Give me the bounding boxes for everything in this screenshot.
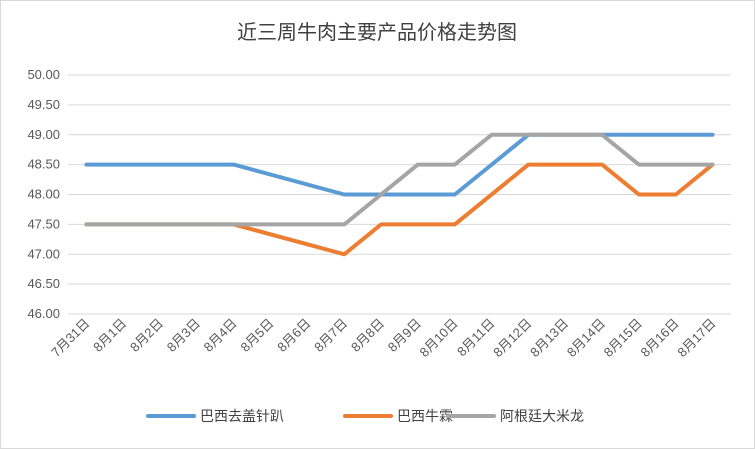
y-tick-label: 48.50 — [27, 157, 60, 172]
x-tick-label: 8月3日 — [164, 316, 203, 355]
x-tick-label: 8月6日 — [274, 316, 313, 355]
legend-label: 巴西牛霖 — [397, 409, 453, 425]
x-tick-label: 8月13日 — [527, 316, 571, 360]
y-tick-label: 49.50 — [27, 97, 60, 112]
x-tick-label: 8月4日 — [201, 316, 240, 355]
series-line — [84, 132, 715, 197]
y-tick-label: 46.00 — [27, 306, 60, 321]
series-lines — [84, 132, 715, 257]
x-tick-label: 8月10日 — [417, 316, 461, 360]
y-tick-label: 46.50 — [27, 276, 60, 291]
x-tick-label: 8月16日 — [638, 316, 682, 360]
legend-label: 巴西去盖针趴 — [200, 409, 284, 425]
x-tick-label: 8月15日 — [601, 316, 645, 360]
legend-label: 阿根廷大米龙 — [500, 409, 584, 425]
y-tick-label: 49.00 — [27, 127, 60, 142]
x-tick-label: 8月11日 — [454, 316, 498, 360]
x-tick-label: 8月2日 — [127, 316, 166, 355]
legend: 巴西去盖针趴 巴西牛霖 阿根廷大米龙 — [146, 409, 584, 425]
y-tick-label: 47.50 — [27, 216, 60, 231]
x-axis-ticks: 7月31日8月1日8月2日8月3日8月4日8月5日8月6日8月7日8月8日8月9… — [48, 316, 719, 360]
x-tick-label: 8月7日 — [311, 316, 350, 355]
x-tick-label: 8月5日 — [237, 316, 276, 355]
x-tick-label: 8月12日 — [490, 316, 534, 360]
series-line — [84, 132, 715, 227]
chart-title: 近三周牛肉主要产品价格走势图 — [237, 20, 517, 44]
y-tick-label: 47.00 — [27, 246, 60, 261]
x-tick-label: 8月17日 — [674, 316, 718, 360]
y-tick-label: 48.00 — [27, 187, 60, 202]
x-tick-label: 8月14日 — [564, 316, 608, 360]
x-tick-label: 8月8日 — [348, 316, 387, 355]
x-tick-label: 8月1日 — [90, 316, 129, 355]
y-tick-label: 50.00 — [27, 67, 60, 82]
x-tick-label: 7月31日 — [48, 316, 92, 360]
y-axis-ticks: 46.00 46.50 47.00 47.50 48.00 48.50 49.00 49.50… — [27, 67, 60, 321]
